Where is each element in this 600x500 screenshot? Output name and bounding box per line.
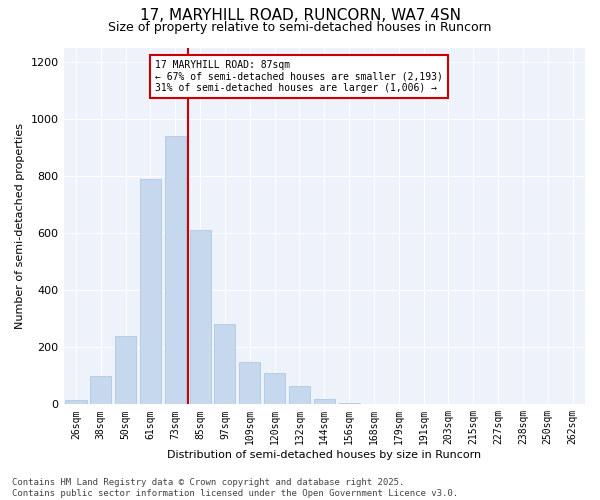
Text: Size of property relative to semi-detached houses in Runcorn: Size of property relative to semi-detach… (109, 21, 491, 34)
Bar (140, 179, 161, 404)
Bar (264, 373, 285, 404)
Y-axis label: Number of semi-detached properties: Number of semi-detached properties (15, 123, 25, 329)
Text: 17, MARYHILL ROAD, RUNCORN, WA7 4SN: 17, MARYHILL ROAD, RUNCORN, WA7 4SN (139, 8, 461, 22)
Text: 17 MARYHILL ROAD: 87sqm
← 67% of semi-detached houses are smaller (2,193)
31% of: 17 MARYHILL ROAD: 87sqm ← 67% of semi-de… (155, 60, 443, 93)
Bar (115, 336, 136, 404)
Bar (165, 136, 186, 404)
Bar (289, 386, 310, 404)
Bar (65, 400, 86, 404)
Bar (314, 398, 335, 404)
Bar (239, 362, 260, 405)
Bar (190, 230, 211, 404)
Bar (214, 324, 235, 404)
Text: Contains HM Land Registry data © Crown copyright and database right 2025.
Contai: Contains HM Land Registry data © Crown c… (12, 478, 458, 498)
Bar (338, 403, 359, 404)
Bar (90, 376, 112, 404)
X-axis label: Distribution of semi-detached houses by size in Runcorn: Distribution of semi-detached houses by … (167, 450, 481, 460)
